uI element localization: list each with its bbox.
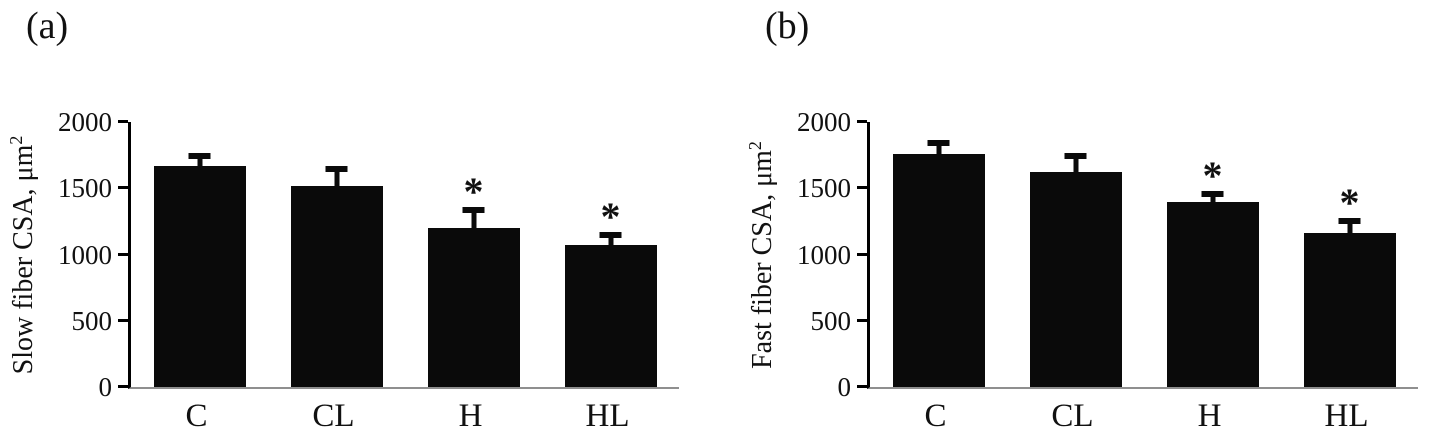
bar-hl <box>1303 217 1396 387</box>
error-bar <box>1338 217 1361 234</box>
x-axis-labels: C CL H HL <box>867 392 1415 446</box>
y-axis-title-superscript: 2 <box>744 141 765 151</box>
bar-slot-h: * <box>1144 122 1281 387</box>
bar-slot-c <box>870 122 1007 387</box>
y-axis-title-text: Slow fiber CSA, μm <box>8 144 40 375</box>
y-tick-label: 1000 <box>797 239 851 270</box>
y-tick-labels: 0 500 1000 1500 2000 <box>46 108 116 401</box>
x-tick-label-c: C <box>185 398 208 434</box>
bar-slot-c <box>131 122 268 387</box>
error-bar-cap <box>599 232 622 239</box>
error-bar <box>188 152 211 166</box>
bars-container: * * <box>131 122 679 387</box>
error-bar <box>462 207 485 228</box>
y-axis-title-superscript: 2 <box>5 135 26 145</box>
significance-asterisk: * <box>1339 179 1360 225</box>
error-bar <box>325 166 348 186</box>
y-tick-mark <box>857 252 867 256</box>
y-tick-mark <box>857 120 867 123</box>
y-axis-title-text: Fast fiber CSA, μm <box>747 150 779 369</box>
y-tick-mark <box>118 252 128 256</box>
y-tick-label: 500 <box>71 305 113 336</box>
error-bar <box>1201 191 1224 202</box>
y-tick-label: 0 <box>98 372 113 402</box>
error-bar-cap <box>1338 217 1361 224</box>
y-tick-mark <box>118 318 128 322</box>
bar-slot-cl <box>1007 122 1144 387</box>
y-tick-mark <box>118 186 128 190</box>
x-tick-label-hl: HL <box>1324 398 1369 434</box>
y-tick-mark <box>857 318 867 322</box>
bar-c <box>153 152 246 387</box>
y-tick-label: 1000 <box>58 239 112 270</box>
bar-cl <box>1029 152 1122 387</box>
bar-slot-h: * <box>405 122 542 387</box>
error-bar-cap <box>188 152 211 159</box>
bars-container: * * <box>870 122 1418 387</box>
bar-hl <box>564 232 657 387</box>
bar-slot-hl: * <box>1281 122 1418 387</box>
y-tick-mark <box>118 120 128 123</box>
significance-asterisk: * <box>463 169 484 215</box>
error-bar <box>927 139 950 154</box>
bar-cl <box>290 166 383 387</box>
error-bar-cap <box>927 139 950 146</box>
y-tick-label: 1500 <box>58 173 112 204</box>
error-bar-cap <box>325 166 348 173</box>
x-tick-label-h: H <box>458 398 483 434</box>
x-axis-labels: C CL H HL <box>128 392 676 446</box>
error-bar <box>1064 152 1087 173</box>
y-tick-label: 2000 <box>58 107 112 137</box>
bar-h <box>427 207 520 387</box>
plot-area: * * <box>118 120 679 389</box>
panel-b: (b) Fast fiber CSA, μm2 0 500 1000 1500 2000… <box>739 0 1438 448</box>
y-tick-label: 1500 <box>797 173 851 204</box>
y-axis-title-wrap-a: Slow fiber CSA, μm2 <box>0 112 46 398</box>
y-tick-mark <box>857 186 867 190</box>
y-axis-title-a: Slow fiber CSA, μm2 <box>6 136 40 375</box>
error-bar-cap <box>462 207 485 214</box>
y-tick-label: 500 <box>810 305 852 336</box>
x-tick-label-cl: CL <box>1051 398 1094 434</box>
y-tick-label: 0 <box>837 372 852 402</box>
y-tick-mark <box>118 385 128 388</box>
bar-slot-hl: * <box>542 122 679 387</box>
y-axis-title-b: Fast fiber CSA, μm2 <box>745 141 779 369</box>
x-tick-label-cl: CL <box>312 398 355 434</box>
panel-a: (a) Slow fiber CSA, μm2 0 500 1000 1500 2000… <box>0 0 699 448</box>
bar-c <box>892 139 985 387</box>
panel-label-a: (a) <box>26 5 69 47</box>
x-tick-label-c: C <box>924 398 947 434</box>
bar-slot-cl <box>268 122 405 387</box>
error-bar-cap <box>1064 152 1087 159</box>
error-bar <box>599 232 622 246</box>
panel-label-b: (b) <box>765 5 810 47</box>
y-tick-mark <box>857 385 867 388</box>
bar-h <box>1166 191 1259 387</box>
x-tick-label-hl: HL <box>585 398 630 434</box>
y-tick-labels: 0 500 1000 1500 2000 <box>785 108 855 401</box>
y-axis-title-wrap-b: Fast fiber CSA, μm2 <box>739 112 785 398</box>
x-tick-label-h: H <box>1197 398 1222 434</box>
y-tick-label: 2000 <box>797 107 851 137</box>
plot-area: * * <box>857 120 1418 389</box>
error-bar-cap <box>1201 191 1224 198</box>
significance-asterisk: * <box>600 194 621 240</box>
significance-asterisk: * <box>1202 153 1223 199</box>
